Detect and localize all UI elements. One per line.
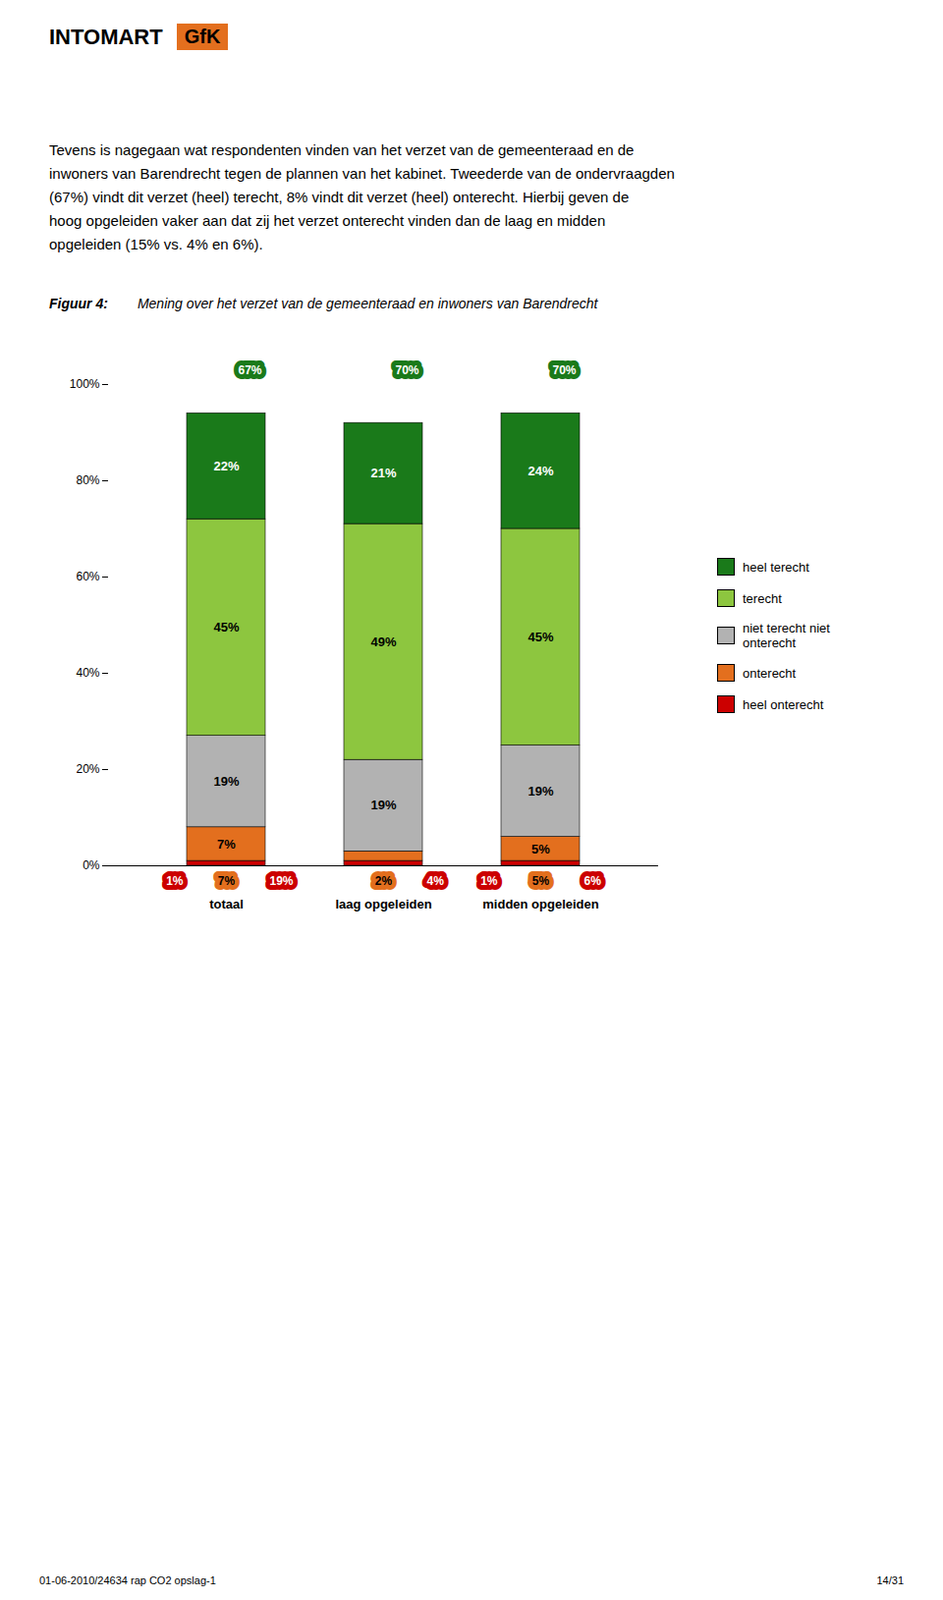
html-text:heel onterecht: heel onterecht [742,696,824,712]
svg-text:1%: 1% [166,874,184,888]
html-text:01-06-2010/24634 rap CO2 opsla: 01-06-2010/24634 rap CO2 opslag-1 [39,1574,216,1587]
svg-text:1%: 1% [480,874,499,888]
svg-text:19%: 19% [370,797,396,813]
svg-text:6%: 6% [584,874,603,888]
svg-text:40%: 40% [75,665,100,680]
html-text:niet terecht niet onterecht: niet terecht niet onterecht [742,620,830,651]
svg-text:60%: 60% [75,569,100,584]
svg-text:49%: 49% [370,634,396,650]
svg-text:45%: 45% [527,629,554,645]
svg-text:100%: 100% [69,377,101,391]
svg-text:0%: 0% [82,858,101,873]
svg-text:7%: 7% [218,874,236,888]
svg-text:70%: 70% [552,363,576,378]
svg-text:70%: 70% [394,363,419,378]
svg-text:70%: 70% [394,363,419,378]
svg-text:7%: 7% [218,874,236,888]
svg-text:19%: 19% [270,874,294,888]
svg-text:45%: 45% [213,619,239,635]
svg-text:20%: 20% [75,762,100,777]
svg-text:80%: 80% [75,473,100,488]
svg-text:19%: 19% [527,783,554,799]
svg-text:4%: 4% [427,874,445,888]
svg-text:6%: 6% [584,874,603,888]
svg-text:midden opgeleiden: midden opgeleiden [482,896,600,912]
svg-text:22%: 22% [213,458,239,474]
html-text:onterecht: onterecht [742,665,796,681]
svg-text:2%: 2% [375,874,393,888]
html-text:heel terecht: heel terecht [742,559,810,575]
svg-text:70%: 70% [552,363,576,378]
svg-text:1%: 1% [166,874,184,888]
svg-text:2%: 2% [375,874,393,888]
svg-text:5%: 5% [532,874,551,888]
svg-text:7%: 7% [217,836,236,852]
html-text:Figuur 4:: Figuur 4: [49,295,108,312]
html-text:14/31: 14/31 [876,1574,904,1587]
svg-text:5%: 5% [532,874,551,888]
svg-text:19%: 19% [213,774,239,789]
svg-text:totaal: totaal [209,896,244,912]
svg-text:24%: 24% [527,463,554,479]
svg-text:1%: 1% [480,874,499,888]
html-text:GfK: GfK [184,25,221,48]
svg-text:5%: 5% [531,841,551,857]
svg-text:laag opgeleiden: laag opgeleiden [334,896,432,912]
html-text:Tevens is nagegaan wat respond: Tevens is nagegaan wat respondenten vind… [49,141,675,253]
svg-text:67%: 67% [237,363,262,378]
html-text:terecht: terecht [742,590,782,606]
svg-text:21%: 21% [370,465,396,481]
html-text:Mening over het verzet van de: Mening over het verzet van de gemeentera… [137,295,598,312]
svg-text:67%: 67% [237,363,262,378]
html-text:INTOMART: INTOMART [49,24,163,49]
svg-text:4%: 4% [427,874,445,888]
svg-text:19%: 19% [270,874,294,888]
